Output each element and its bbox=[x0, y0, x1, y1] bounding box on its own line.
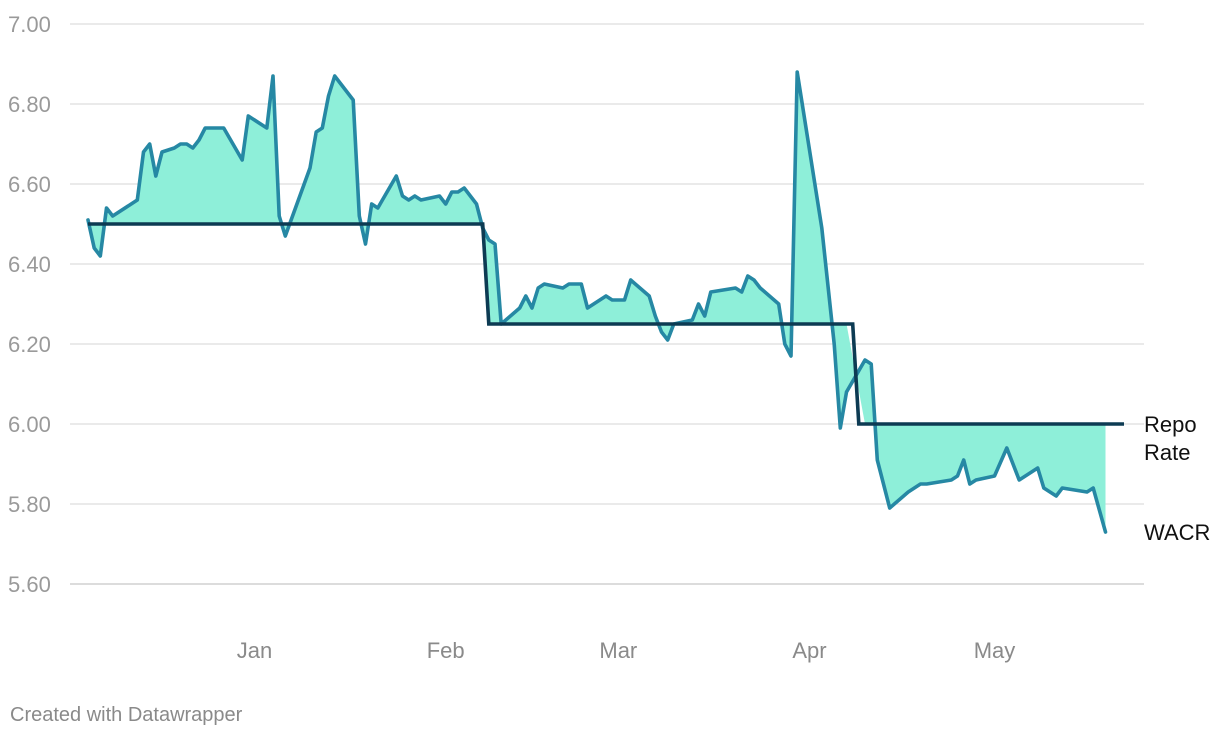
series-label-repo-rate-line: Rate bbox=[1144, 440, 1190, 465]
y-tick-label: 5.80 bbox=[8, 492, 51, 517]
series-label-repo-rate-line: Repo bbox=[1144, 412, 1197, 437]
x-tick-label: Apr bbox=[792, 638, 826, 663]
y-tick-label: 6.60 bbox=[8, 172, 51, 197]
series-line-wacr bbox=[86, 70, 1108, 534]
y-tick-label: 5.60 bbox=[8, 572, 51, 597]
series-line-repo-rate bbox=[88, 222, 1124, 426]
x-tick-label: Mar bbox=[599, 638, 637, 663]
credit-text: Created with Datawrapper bbox=[10, 704, 243, 726]
x-tick-label: Feb bbox=[427, 638, 465, 663]
series-label-wacr-line: WACR bbox=[1144, 520, 1210, 545]
series-lines bbox=[86, 70, 1124, 534]
y-tick-label: 6.80 bbox=[8, 92, 51, 117]
series-label-repo-rate: Repo Rate bbox=[1144, 412, 1197, 465]
y-tick-label: 6.00 bbox=[8, 412, 51, 437]
x-axis-ticks: Jan Feb Mar Apr May bbox=[237, 638, 1016, 663]
y-tick-label: 6.20 bbox=[8, 332, 51, 357]
y-tick-label: 6.40 bbox=[8, 252, 51, 277]
series-labels: Repo Rate WACR bbox=[1144, 412, 1210, 545]
y-axis-ticks: 7.00 6.80 6.60 6.40 6.20 6.00 5.80 5.60 bbox=[8, 12, 51, 597]
y-tick-label: 7.00 bbox=[8, 12, 51, 37]
series-label-wacr: WACR bbox=[1144, 520, 1210, 545]
x-tick-label: May bbox=[974, 638, 1016, 663]
x-tick-label: Jan bbox=[237, 638, 272, 663]
